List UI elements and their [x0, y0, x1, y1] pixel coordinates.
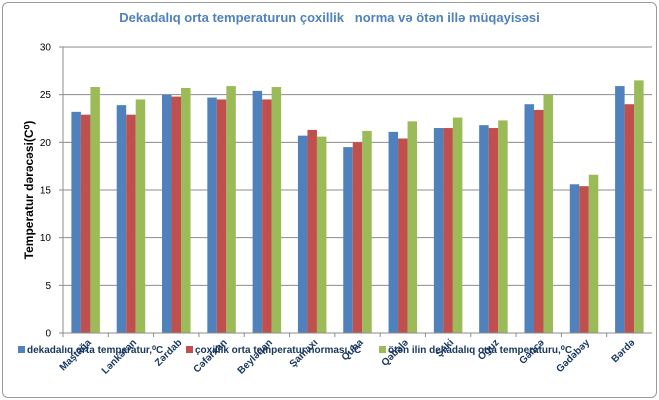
- bar: [433, 128, 444, 333]
- bar: [116, 105, 127, 333]
- bars: [71, 80, 644, 334]
- legend-label: ötən ilin dekadalıq orta temperaturu,⁰C: [388, 345, 572, 356]
- bar: [226, 86, 236, 333]
- legend-swatch: [18, 346, 25, 353]
- bar: [316, 136, 327, 333]
- legend-label: dekadalıq orta temperatur,⁰C: [27, 345, 163, 356]
- bar: [216, 99, 227, 333]
- x-tick-label: Beyləqan: [236, 337, 275, 376]
- bar: [126, 114, 136, 333]
- bar: [162, 94, 172, 334]
- bar: [624, 104, 635, 333]
- bar: [262, 99, 272, 333]
- bar: [443, 128, 453, 333]
- legend-swatch: [379, 346, 386, 353]
- bar: [588, 174, 599, 333]
- bar: [271, 87, 282, 333]
- y-axis-title: Temperatur dərəcəsi(C⁰): [22, 121, 36, 260]
- bar: [543, 94, 553, 334]
- bar: [90, 87, 100, 333]
- bar: [407, 121, 418, 333]
- bar: [452, 117, 463, 334]
- legend: dekadalıq orta temperatur,⁰C çoxillik ort…: [18, 345, 572, 356]
- bar: [135, 99, 146, 333]
- legend-label: çoxillik orta temperatur norması,⁰C: [195, 345, 361, 356]
- x-tick-label: Lənkəran: [100, 337, 139, 376]
- bar: [634, 80, 644, 333]
- y-tick-label: 10: [40, 233, 52, 244]
- bar: [488, 128, 499, 333]
- bar: [71, 111, 81, 334]
- y-tick-label: 5: [45, 281, 51, 292]
- bar: [181, 87, 191, 333]
- y-tick-label: 30: [40, 43, 52, 54]
- y-tick-label: 15: [40, 186, 52, 197]
- x-tick-label: Gədəbəy: [555, 337, 593, 375]
- y-tick-label: 20: [40, 138, 52, 149]
- bar: [615, 86, 625, 333]
- bar: [579, 186, 589, 333]
- bar: [307, 129, 317, 333]
- bar: [498, 120, 508, 333]
- bar: [352, 142, 363, 333]
- bar: [362, 130, 372, 333]
- bar: [479, 125, 489, 333]
- bar: [533, 109, 544, 333]
- bar: [252, 90, 263, 333]
- bar: [388, 131, 399, 333]
- y-tick-label: 25: [40, 90, 52, 101]
- chart-title: Dekadalıq orta temperaturun çoxillik nor…: [119, 10, 540, 25]
- bar: [398, 138, 408, 333]
- bar: [171, 96, 182, 333]
- x-tick-label: Cəfərxan: [192, 337, 230, 375]
- bar: [207, 97, 217, 333]
- y-tick-label: 0: [45, 329, 51, 340]
- legend-swatch: [186, 346, 193, 353]
- x-tick-label: Bərdə: [610, 337, 638, 365]
- bar: [297, 135, 308, 333]
- bar: [524, 104, 534, 333]
- bar: [80, 114, 91, 333]
- bar: [569, 184, 580, 333]
- bar: [343, 147, 353, 333]
